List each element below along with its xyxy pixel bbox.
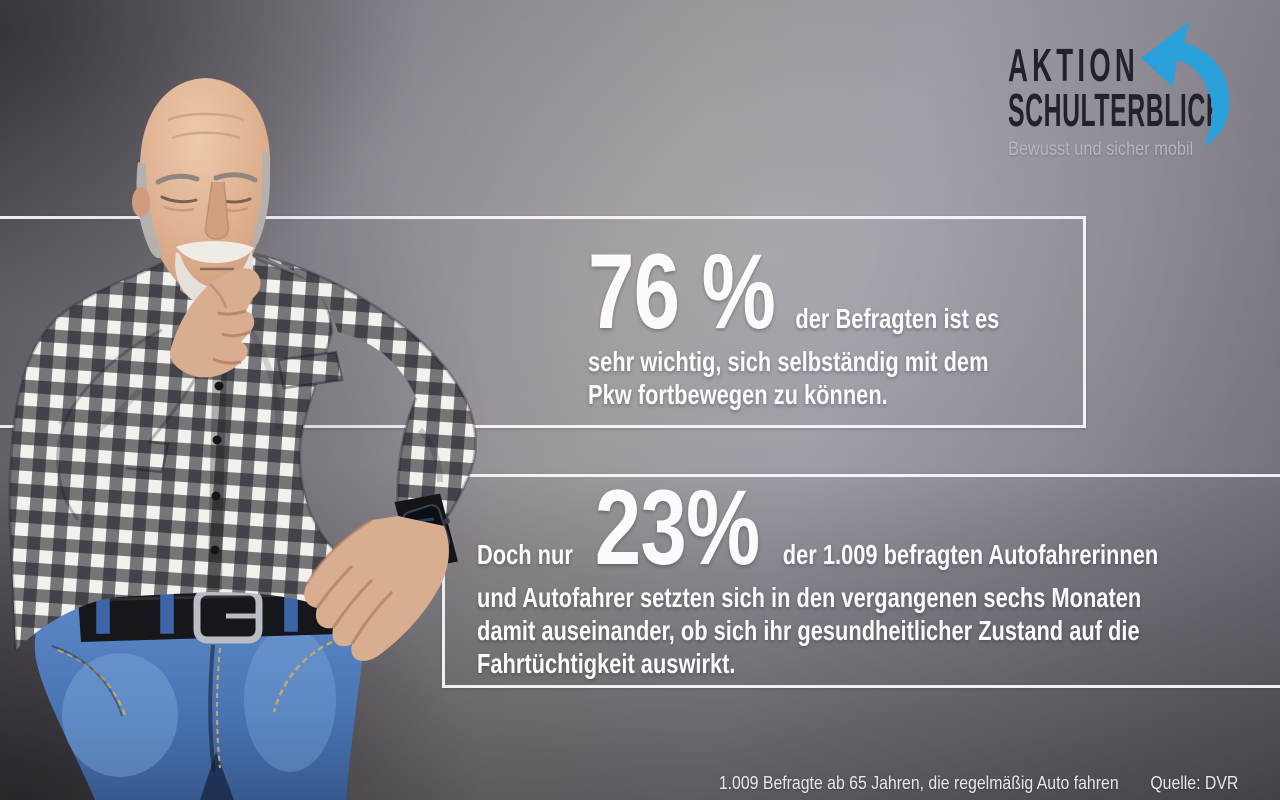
brand-tagline: Bewusst und sicher mobil: [1008, 139, 1194, 160]
chest-pocket-right: [276, 350, 344, 390]
stat-23-line4: Fahrtüchtigkeit auswirkt.: [477, 648, 736, 679]
hand-on-hip: [304, 516, 449, 661]
photo-pensive-senior-man: [0, 78, 495, 800]
stat-76-line2: sehr wichtig, sich selbständig mit dem: [588, 346, 989, 377]
stat-23-value: 23%: [594, 467, 760, 587]
footer: 1.009 Befragte ab 65 Jahren, die regelmä…: [718, 773, 1238, 793]
raised-arm: [56, 328, 209, 521]
stat-76-suffix: der Befragten ist es: [795, 303, 1000, 334]
footer-sample-note: 1.009 Befragte ab 65 Jahren, die regelmä…: [718, 773, 1119, 793]
stat-23-prefix: Doch nur: [477, 539, 573, 570]
arm-on-hip: [244, 250, 477, 525]
stat-76-value: 76 %: [588, 231, 776, 351]
stat-76-line3: Pkw fortbewegen zu können.: [588, 379, 888, 410]
stat-23-percent: Doch nur 23% der 1.009 befragten Autofah…: [477, 474, 1158, 680]
brand-name-line2: SCHULTERBLICK: [1008, 84, 1225, 136]
head: [132, 78, 271, 307]
footer-source: Quelle: DVR: [1149, 773, 1238, 793]
stat-76-percent: 76 % der Befragten ist es sehr wichtig, …: [588, 238, 999, 411]
brand-name-line1: AKTION: [1008, 39, 1139, 91]
stat-23-line2: und Autofahrer setzten sich in den verga…: [477, 582, 1142, 613]
stat-23-suffix: der 1.009 befragten Autofahrerinnen: [782, 539, 1159, 570]
brand-logo: AKTION SCHULTERBLICK Bewusst und sicher …: [1008, 38, 1280, 159]
stat-23-line3: damit auseinander, ob sich ihr gesundhei…: [477, 615, 1140, 646]
hand-at-chin: [169, 268, 261, 378]
jeans: [34, 590, 366, 800]
shoulder-check-arrow-icon: [1141, 21, 1230, 147]
stat-box-76-outline: [0, 216, 1086, 428]
